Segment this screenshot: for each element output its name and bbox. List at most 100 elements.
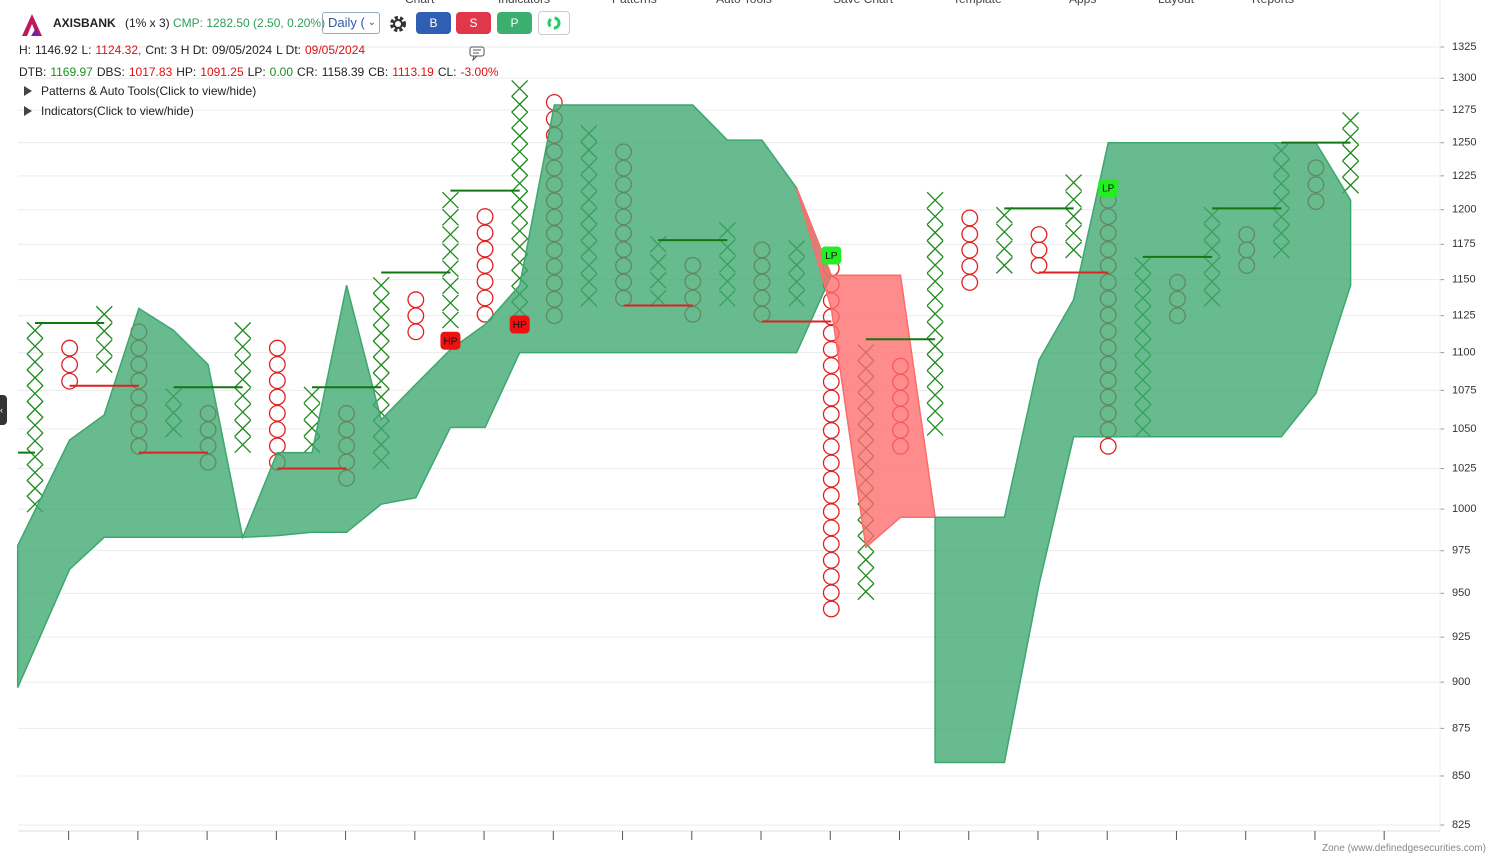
x-box xyxy=(372,308,390,326)
column xyxy=(1342,112,1360,194)
sell-button[interactable]: S xyxy=(456,12,491,34)
x-box xyxy=(1065,190,1083,208)
x-box xyxy=(372,276,390,294)
x-box xyxy=(511,174,529,192)
tag-label: HP xyxy=(513,320,527,331)
y-tick-label: 900 xyxy=(1452,676,1470,688)
stat-text: CL: xyxy=(437,65,457,79)
stat-text: 1017.83 xyxy=(128,65,173,79)
color-button[interactable] xyxy=(538,11,570,35)
side-tab[interactable]: ‹ xyxy=(0,395,7,425)
box-setting: (1% x 3) xyxy=(125,16,170,30)
footer: Zone (www.definedgesecurities.com) xyxy=(1322,843,1486,854)
x-box xyxy=(26,321,44,339)
x-box xyxy=(372,356,390,374)
o-box xyxy=(1030,226,1048,243)
x-box xyxy=(95,305,113,323)
column xyxy=(234,321,252,454)
column xyxy=(26,321,44,513)
zone xyxy=(795,187,936,549)
x-box xyxy=(511,143,529,161)
x-box xyxy=(234,354,252,372)
x-box xyxy=(511,190,529,208)
x-box xyxy=(1065,207,1083,225)
tag-label: LP xyxy=(825,251,838,262)
o-box xyxy=(822,600,840,618)
column xyxy=(1065,174,1083,259)
o-box xyxy=(822,373,840,391)
x-box xyxy=(511,222,529,240)
x-box xyxy=(26,432,44,450)
stats-line: DTB: 1169.97 DBS: 1017.83 HP: 1091.25 LP: 0.00 C… xyxy=(19,65,503,79)
o-box xyxy=(268,339,286,357)
o-box xyxy=(268,355,286,373)
o-box xyxy=(407,323,425,341)
x-box xyxy=(511,127,529,145)
o-box xyxy=(407,291,425,309)
y-tick-label: 1300 xyxy=(1452,72,1476,84)
x-box xyxy=(926,337,944,355)
x-box xyxy=(857,583,875,601)
interval-select[interactable]: Daily (⌄ xyxy=(322,12,380,34)
y-tick-label: 1150 xyxy=(1452,274,1476,286)
x-box xyxy=(926,305,944,323)
x-box xyxy=(511,238,529,256)
menu-item: Chart xyxy=(405,0,434,6)
x-box xyxy=(511,206,529,224)
x-box xyxy=(441,311,459,329)
column xyxy=(407,291,425,341)
x-box xyxy=(372,372,390,390)
o-box xyxy=(961,209,979,227)
x-box xyxy=(234,403,252,421)
x-box xyxy=(1065,174,1083,192)
x-box xyxy=(95,322,113,340)
menu-item: Indicators xyxy=(498,0,550,6)
x-box xyxy=(926,402,944,420)
x-box xyxy=(234,436,252,454)
x-box xyxy=(926,272,944,290)
patterns-toggle[interactable]: Patterns & Auto Tools(Click to view/hide… xyxy=(24,84,256,98)
comment-icon[interactable] xyxy=(468,45,486,61)
o-box xyxy=(961,274,979,291)
o-box xyxy=(61,339,79,357)
x-box xyxy=(857,551,875,569)
o-box xyxy=(822,535,840,553)
x-box xyxy=(26,337,44,355)
y-tick-label: 875 xyxy=(1452,722,1470,734)
y-tick-label: 1100 xyxy=(1452,347,1476,359)
buy-button[interactable]: B xyxy=(416,12,451,34)
x-box xyxy=(234,419,252,437)
o-box xyxy=(61,372,79,390)
x-box xyxy=(441,243,459,261)
o-box xyxy=(961,225,979,243)
indicators-toggle[interactable]: Indicators(Click to view/hide) xyxy=(24,104,194,118)
stat-text: Cnt: 3 H Dt: xyxy=(145,43,209,57)
o-box xyxy=(268,372,286,390)
menu-item: Reports xyxy=(1252,0,1294,6)
o-box xyxy=(822,422,840,439)
y-tick-label: 1025 xyxy=(1452,462,1476,474)
x-box xyxy=(441,277,459,295)
color-icon xyxy=(547,16,561,30)
x-box xyxy=(1065,241,1083,259)
column xyxy=(268,339,286,471)
stat-text: 1124.32, xyxy=(95,43,142,57)
x-box xyxy=(234,338,252,356)
x-box xyxy=(995,256,1013,274)
stat-text: 1158.39 xyxy=(321,65,365,79)
settings-icon[interactable] xyxy=(388,14,408,34)
p-button[interactable]: P xyxy=(497,12,532,34)
o-box xyxy=(1099,437,1117,455)
o-box xyxy=(1030,256,1048,274)
o-box xyxy=(476,208,494,226)
o-box xyxy=(476,289,494,307)
x-box xyxy=(441,260,459,278)
y-tick-label: 1200 xyxy=(1452,204,1476,216)
stat-text: L Dt: xyxy=(276,43,301,57)
x-box xyxy=(995,240,1013,258)
x-box xyxy=(441,294,459,312)
stat-text: 1113.19 xyxy=(392,65,434,79)
tag-box xyxy=(440,331,461,350)
